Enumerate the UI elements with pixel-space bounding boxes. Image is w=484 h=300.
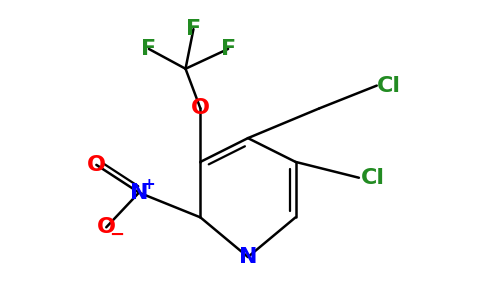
Text: O: O [191,98,210,118]
Text: F: F [221,39,236,59]
Text: F: F [186,19,201,39]
Text: +: + [142,177,155,192]
Text: N: N [239,247,257,267]
Text: F: F [141,39,156,59]
Text: Cl: Cl [361,168,385,188]
Text: O: O [97,217,116,237]
Text: −: − [109,226,125,244]
Text: Cl: Cl [377,76,401,96]
Text: O: O [87,155,106,175]
Text: N: N [130,183,148,202]
